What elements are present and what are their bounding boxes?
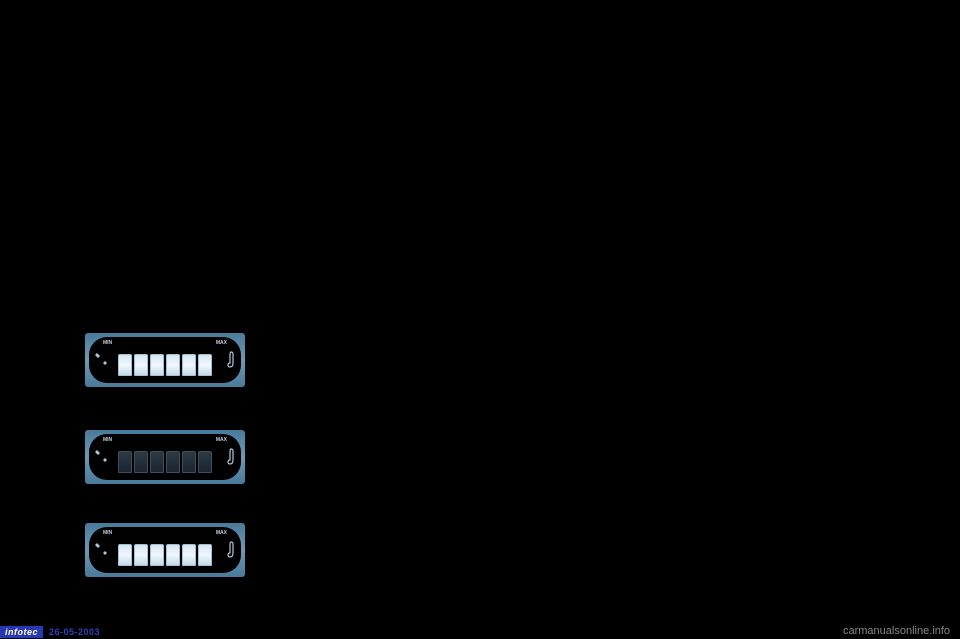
wrench-icon — [94, 448, 108, 466]
segment-row — [115, 344, 215, 376]
segment — [134, 354, 148, 376]
segment — [118, 544, 132, 566]
segment — [198, 354, 212, 376]
oil-gauge-panel-3: MIN MAX — [85, 523, 245, 577]
dipstick-icon — [226, 351, 236, 369]
watermark-text: carmanualsonline.info — [843, 625, 950, 637]
wrench-icon — [94, 541, 108, 559]
segment — [198, 451, 212, 473]
segment — [182, 544, 196, 566]
oil-gauge-panel-2: MIN MAX — [85, 430, 245, 484]
segment — [150, 354, 164, 376]
max-label: MAX — [216, 437, 227, 443]
gauge-inner: MIN MAX — [89, 337, 241, 383]
dipstick-icon — [226, 448, 236, 466]
segment — [166, 451, 180, 473]
infotec-badge: infotec — [0, 626, 43, 638]
segment — [150, 451, 164, 473]
segment — [118, 451, 132, 473]
segment — [182, 451, 196, 473]
segment — [166, 544, 180, 566]
segment — [134, 451, 148, 473]
max-label: MAX — [216, 340, 227, 346]
footer-date: 26-05-2003 — [49, 627, 100, 637]
gauge-inner: MIN MAX — [89, 434, 241, 480]
segment — [182, 354, 196, 376]
segment — [198, 544, 212, 566]
segment — [134, 544, 148, 566]
max-label: MAX — [216, 530, 227, 536]
oil-gauge-panel-1: MIN MAX — [85, 333, 245, 387]
segment-row — [115, 534, 215, 566]
gauge-inner: MIN MAX — [89, 527, 241, 573]
segment-row — [115, 441, 215, 473]
segment — [166, 354, 180, 376]
segment — [150, 544, 164, 566]
dipstick-icon — [226, 541, 236, 559]
min-label: MIN — [103, 437, 112, 443]
min-label: MIN — [103, 530, 112, 536]
min-label: MIN — [103, 340, 112, 346]
footer-bar: infotec 26-05-2003 — [0, 625, 960, 639]
segment — [118, 354, 132, 376]
wrench-icon — [94, 351, 108, 369]
